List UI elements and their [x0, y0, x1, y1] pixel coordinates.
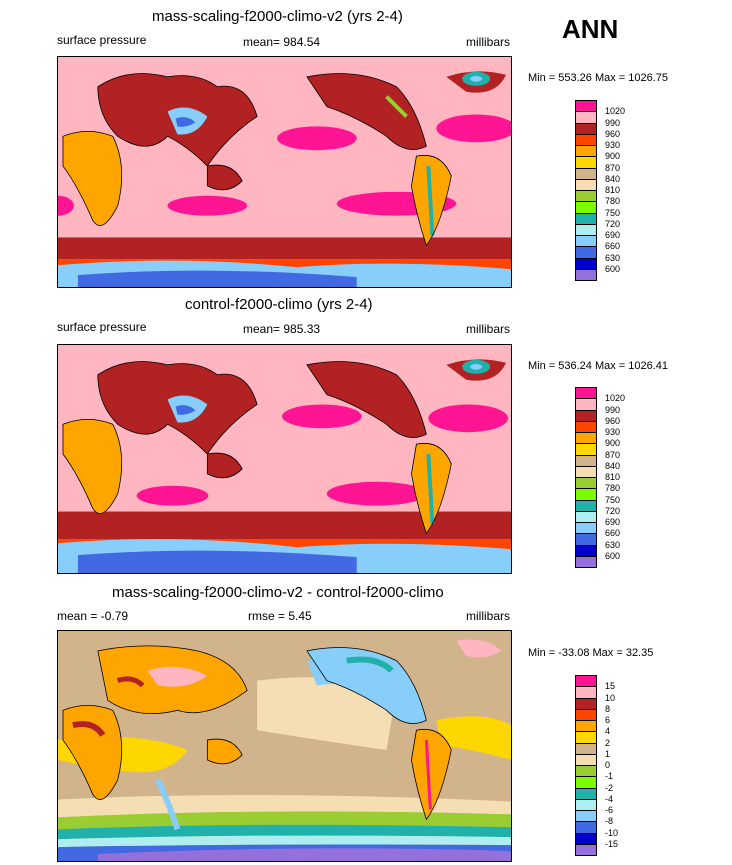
colorbar-tick-label: 900 — [605, 151, 621, 162]
colorbar-tick-label: 720 — [605, 505, 621, 516]
colorbar-tick-label: 870 — [605, 162, 621, 173]
colorbar-tick-label: 630 — [605, 539, 621, 550]
panel1-units-label: millibars — [466, 35, 511, 49]
season-label: ANN — [562, 14, 619, 44]
panel1-map — [57, 56, 512, 288]
panel2-minmax: Min = 536.24 Max = 1026.41 — [528, 360, 669, 372]
panel2-field — [58, 359, 511, 573]
colorbar-tick-label: -6 — [605, 805, 614, 815]
colorbar-tick-label: 1020 — [605, 106, 626, 117]
colorbar-swatch — [575, 555, 597, 568]
panel2-mean-label: mean= 985.33 — [243, 322, 321, 336]
colorbar-tick-label: 960 — [605, 128, 621, 139]
colorbar-swatch — [575, 843, 597, 856]
colorbar-tick-label: 720 — [605, 218, 621, 229]
colorbar-tick-label: 780 — [605, 196, 621, 207]
panel1-title: mass-scaling-f2000-climo-v2 (yrs 2-4) — [152, 8, 403, 25]
panel2-title: control-f2000-climo (yrs 2-4) — [185, 296, 373, 313]
panel3-mean-label: mean = -0.79 — [57, 609, 129, 623]
colorbar-tick-label: 810 — [605, 472, 621, 482]
colorbar-tick-label: 750 — [605, 494, 621, 505]
panel3-colorbar: 15 10 8 6 4 2 1 0 -1 -2 -4 -6 -8 -10 -15 — [575, 675, 618, 856]
colorbar-tick-label: 840 — [605, 460, 621, 471]
panel1-colorbar: 1020 990 960 930 900 870 840 810 780 750 720 690 660… — [575, 100, 625, 281]
colorbar-tick-label: 840 — [605, 173, 621, 184]
colorbar-tick-label: 780 — [605, 483, 621, 494]
colorbar-tick-label: 930 — [605, 140, 621, 150]
panel2-colorbar: 1020 990 960 930 900 870 840 810 780 750 720 690 660… — [575, 387, 625, 568]
panel2-map — [57, 344, 512, 574]
panel3-minmax: Min = -33.08 Max = 32.35 — [528, 647, 654, 659]
colorbar-tick-label: 690 — [605, 230, 621, 240]
colorbar-swatch — [575, 268, 597, 281]
panel1-minmax: Min = 553.26 Max = 1026.75 — [528, 72, 669, 84]
colorbar-tick-label: -2 — [605, 782, 614, 793]
colorbar-tick-label: 2 — [605, 737, 611, 748]
colorbar-tick-label: -4 — [605, 793, 614, 804]
panel3-rmse-label: rmse = 5.45 — [248, 609, 312, 623]
colorbar-tick-label: 990 — [605, 404, 621, 415]
colorbar-tick-label: 10 — [605, 692, 616, 703]
colorbar-tick-label: 0 — [605, 760, 611, 770]
colorbar-tick-label: 4 — [605, 726, 611, 737]
panel1-mean-label: mean= 984.54 — [243, 35, 321, 49]
colorbar-tick-label: 870 — [605, 449, 621, 460]
panel2-variable-label: surface pressure — [57, 320, 147, 334]
colorbar-tick-label: 690 — [605, 517, 621, 527]
colorbar-tick-label: 1020 — [605, 393, 626, 404]
colorbar-tick-label: 6 — [605, 715, 611, 725]
colorbar-tick-label: 810 — [605, 185, 621, 195]
colorbar-tick-label: 1 — [605, 748, 611, 759]
colorbar-tick-label: 600 — [605, 550, 621, 561]
colorbar-tick-label: 900 — [605, 438, 621, 449]
colorbar-tick-label: -8 — [605, 816, 614, 827]
panel3-map — [57, 630, 512, 862]
colorbar-tick-label: 660 — [605, 528, 621, 539]
panel2-units-label: millibars — [466, 322, 511, 336]
colorbar-tick-label: 660 — [605, 241, 621, 252]
panel3-field — [58, 639, 511, 861]
colorbar-tick-label: 8 — [605, 703, 611, 714]
colorbar-tick-label: -10 — [605, 827, 619, 838]
panel1-field — [58, 71, 511, 287]
colorbar-tick-label: 990 — [605, 117, 621, 128]
panel3-title: mass-scaling-f2000-climo-v2 - control-f2… — [112, 584, 444, 601]
colorbar-tick-label: 930 — [605, 427, 621, 437]
panel1-variable-label: surface pressure — [57, 33, 147, 47]
colorbar-tick-label: 960 — [605, 415, 621, 426]
colorbar-tick-label: -1 — [605, 771, 614, 782]
colorbar-tick-label: 600 — [605, 263, 621, 274]
colorbar-tick-label: 750 — [605, 207, 621, 218]
colorbar-tick-label: 630 — [605, 252, 621, 263]
panel3-units-label: millibars — [466, 609, 511, 623]
colorbar-tick-label: -15 — [605, 838, 619, 849]
colorbar-tick-label: 15 — [605, 681, 616, 692]
